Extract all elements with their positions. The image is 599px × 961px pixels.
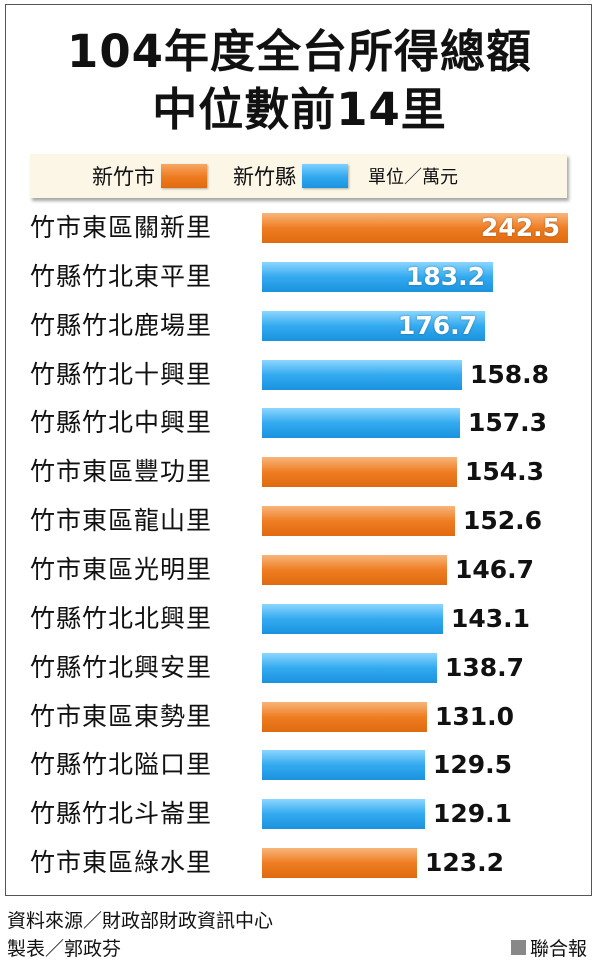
category-label: 竹市東區光明里 xyxy=(30,554,213,584)
bar xyxy=(262,701,427,732)
bar xyxy=(262,554,447,585)
category-label: 竹縣竹北中興里 xyxy=(30,408,213,438)
maker-note: 製表／郭政芬 xyxy=(7,938,122,960)
category-label: 竹縣竹北十興里 xyxy=(30,359,213,389)
brand-square-icon xyxy=(510,940,526,955)
category-label: 竹縣竹北興安里 xyxy=(30,652,213,682)
bar xyxy=(262,506,455,537)
legend-city-label: 新竹市 xyxy=(92,165,155,189)
value-label: 138.7 xyxy=(445,652,525,682)
bar xyxy=(262,310,485,341)
source-note: 資料來源／財政部財政資訊中心 xyxy=(7,910,274,932)
legend-city-swatch xyxy=(161,164,207,188)
bar xyxy=(262,408,460,439)
category-label: 竹市東區龍山里 xyxy=(30,506,213,536)
brand-name: 聯合報 xyxy=(529,938,587,960)
value-label: 176.7 xyxy=(397,310,477,340)
bar xyxy=(262,603,443,634)
value-label: 154.3 xyxy=(465,457,545,487)
category-label: 竹市東區東勢里 xyxy=(30,701,213,731)
chart-title-line1: 104年度全台所得總額 xyxy=(67,25,532,78)
category-label: 竹縣竹北斗崙里 xyxy=(30,799,213,829)
category-label: 竹縣竹北東平里 xyxy=(30,261,213,291)
legend-county-swatch xyxy=(302,164,348,188)
chart-frame xyxy=(5,4,592,896)
value-label: 242.5 xyxy=(480,213,560,242)
value-label: 143.1 xyxy=(451,603,531,633)
value-label: 157.3 xyxy=(468,408,548,438)
bar xyxy=(262,799,425,830)
bar xyxy=(262,457,457,488)
value-label: 158.8 xyxy=(470,359,550,389)
category-label: 竹縣竹北隘口里 xyxy=(30,750,213,780)
bar xyxy=(262,848,417,879)
bar xyxy=(262,359,462,390)
legend-county-label: 新竹縣 xyxy=(233,165,296,189)
bar xyxy=(262,750,425,781)
category-label: 竹縣竹北鹿場里 xyxy=(30,310,213,340)
bar xyxy=(262,261,493,292)
value-label: 152.6 xyxy=(463,506,543,536)
category-label: 竹市東區關新里 xyxy=(30,213,213,242)
category-label: 竹市東區綠水里 xyxy=(30,848,213,878)
chart-title-line2: 中位數前14里 xyxy=(152,83,447,136)
value-label: 183.2 xyxy=(405,261,485,291)
value-label: 123.2 xyxy=(425,848,505,878)
value-label: 129.1 xyxy=(433,799,513,829)
value-label: 129.5 xyxy=(433,750,513,780)
bar xyxy=(262,652,437,683)
legend-unit: 單位／萬元 xyxy=(368,167,458,188)
bar xyxy=(262,213,568,243)
value-label: 131.0 xyxy=(435,701,515,731)
category-label: 竹縣竹北北興里 xyxy=(30,603,213,633)
category-label: 竹市東區豐功里 xyxy=(30,457,213,487)
brand: 聯合報 xyxy=(510,934,587,961)
value-label: 146.7 xyxy=(455,554,535,584)
legend: 新竹市 新竹縣 單位／萬元 xyxy=(30,154,567,198)
